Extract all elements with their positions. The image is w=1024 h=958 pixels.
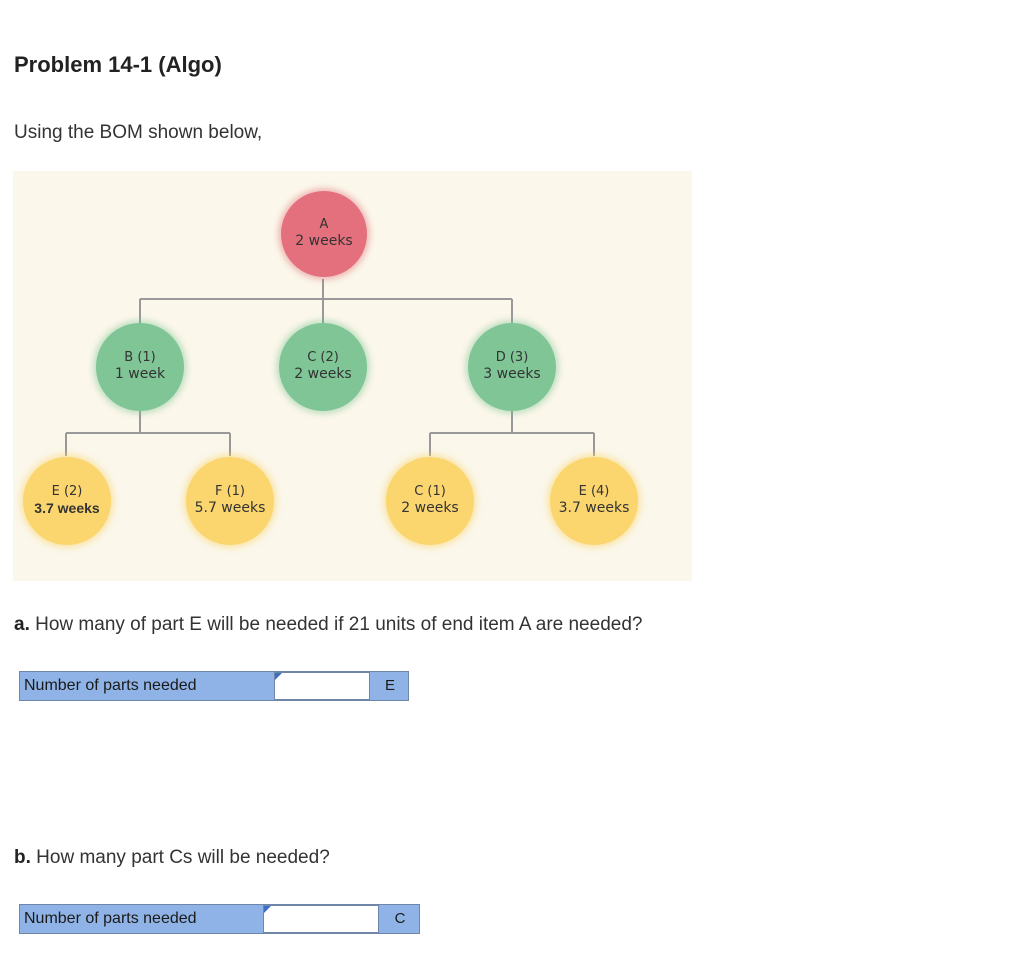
bom-node-c1: C (1) 2 weeks <box>386 457 474 545</box>
bom-node-f-name: F (1) <box>214 484 246 500</box>
bom-node-e2-name: E (2) <box>51 484 83 500</box>
bom-node-c2-name: C (2) <box>307 350 339 366</box>
answer-b-flag-icon <box>264 906 271 913</box>
bom-node-b: B (1) 1 week <box>96 323 184 411</box>
question-a-prefix: a. <box>14 614 30 635</box>
bom-node-e2-leadtime: 3.7 weeks <box>34 500 100 517</box>
bom-node-a-leadtime: 2 weeks <box>295 233 353 250</box>
bom-node-b-leadtime: 1 week <box>114 366 166 383</box>
bom-node-f: F (1) 5.7 weeks <box>186 457 274 545</box>
answer-row-a: Number of parts needed E <box>19 671 409 701</box>
answer-b-input[interactable] <box>263 905 379 933</box>
bom-connectors <box>65 279 595 456</box>
bom-node-e4-name: E (4) <box>578 484 610 500</box>
answer-a-label: Number of parts needed <box>24 677 197 694</box>
bom-node-d-leadtime: 3 weeks <box>483 366 541 383</box>
answer-a-input[interactable] <box>274 672 370 700</box>
answer-a-flag-icon <box>275 673 282 680</box>
answer-b-unit: C <box>394 910 406 927</box>
bom-node-b-name: B (1) <box>124 350 156 366</box>
question-b-text: How many part Cs will be needed? <box>30 847 330 868</box>
bom-node-c1-leadtime: 2 weeks <box>401 500 459 517</box>
bom-node-e4: E (4) 3.7 weeks <box>550 457 638 545</box>
bom-node-c2-leadtime: 2 weeks <box>294 366 352 383</box>
answer-b-label: Number of parts needed <box>24 910 197 927</box>
bom-node-f-leadtime: 5.7 weeks <box>194 500 266 517</box>
bom-node-d: D (3) 3 weeks <box>468 323 556 411</box>
bom-node-e2: E (2) 3.7 weeks <box>23 457 111 545</box>
question-a-text: How many of part E will be needed if 21 … <box>29 614 643 635</box>
bom-node-c2: C (2) 2 weeks <box>279 323 367 411</box>
bom-node-a-name: A <box>319 217 329 233</box>
answer-row-b: Number of parts needed C <box>19 904 420 934</box>
bom-node-d-name: D (3) <box>495 350 529 366</box>
question-b-prefix: b. <box>14 847 31 868</box>
problem-title: Problem 14-1 (Algo) <box>14 52 222 77</box>
question-a: a. How many of part E will be needed if … <box>14 614 642 636</box>
question-b: b. How many part Cs will be needed? <box>14 847 330 869</box>
bom-diagram: A 2 weeks B (1) 1 week C (2) 2 weeks D (… <box>13 171 692 581</box>
answer-a-unit: E <box>384 677 395 694</box>
bom-node-e4-leadtime: 3.7 weeks <box>558 500 630 517</box>
bom-node-a: A 2 weeks <box>281 191 367 277</box>
problem-intro: Using the BOM shown below, <box>14 122 263 143</box>
bom-node-c1-name: C (1) <box>414 484 446 500</box>
